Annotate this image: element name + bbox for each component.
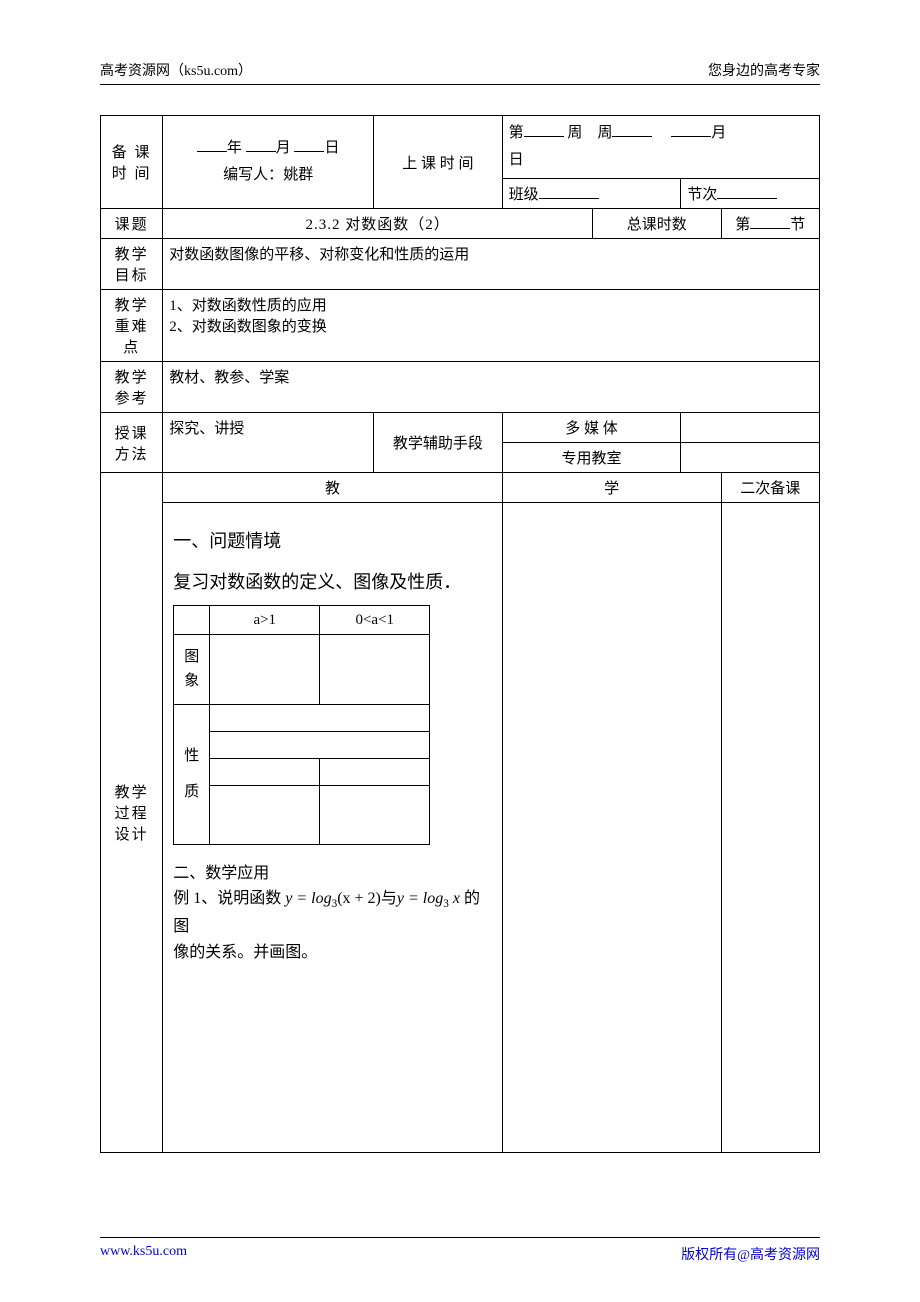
week-label: 周 xyxy=(567,125,582,141)
footer-left: www.ks5u.com xyxy=(100,1244,187,1264)
inner-row2-label: 性 质 xyxy=(174,704,210,844)
period-cell: 节次 xyxy=(681,179,820,209)
month-label-2: 月 xyxy=(711,125,726,141)
footer-right: 版权所有@高考资源网 xyxy=(681,1244,820,1264)
section1-title: 一、问题情境 xyxy=(173,527,491,556)
aux-opt1-blank xyxy=(681,413,820,443)
topic-label: 课题 xyxy=(101,209,163,239)
page-header: 高考资源网（ks5u.com） 您身边的高考专家 xyxy=(100,60,820,85)
year-label: 年 xyxy=(227,140,242,156)
header-right: 您身边的高考专家 xyxy=(708,60,820,80)
log-function-properties-table: a>1 0<a<1 图 象 性 质 xyxy=(173,605,430,845)
inner-col2-header: 0<a<1 xyxy=(320,605,430,634)
inner-prop-1 xyxy=(210,704,430,731)
class-label: 班级 xyxy=(509,187,539,203)
process-label: 教学 过程 设计 xyxy=(101,473,163,1153)
objective-cell: 对数函数图像的平移、对称变化和性质的运用 xyxy=(163,239,820,290)
inner-blank-header xyxy=(174,605,210,634)
month-label-1: 月 xyxy=(276,140,291,156)
ex1-and: 与 xyxy=(381,890,397,907)
prep-time-cell: 年 月 日 编写人：姚群 xyxy=(163,116,374,209)
second-prep-cell xyxy=(721,503,819,1153)
reference-label: 教学 参考 xyxy=(101,362,163,413)
class-time-label: 上 课 时 间 xyxy=(374,116,503,209)
ex1-f2-y: y = log xyxy=(397,890,443,907)
keypoints-cell: 1、对数函数性质的应用 2、对数函数图象的变换 xyxy=(163,290,820,362)
ex1-f1-y: y = log xyxy=(285,890,331,907)
teach-content: 一、问题情境 复习对数函数的定义、图像及性质． a>1 0<a<1 图 象 xyxy=(173,527,491,965)
topic-cell: 2.3.2 对数函数（2） xyxy=(163,209,593,239)
total-periods-label: 总课时数 xyxy=(593,209,722,239)
nth-prefix: 第 xyxy=(735,217,750,233)
aux-label: 教学辅助手段 xyxy=(374,413,503,473)
aux-opt1-label: 多 媒 体 xyxy=(502,413,681,443)
editor-name: 姚群 xyxy=(283,167,313,183)
example1: 例 1、说明函数 y = log3(x + 2)与y = log3 x 的图 像… xyxy=(173,886,491,965)
section1-subtitle: 复习对数函数的定义、图像及性质． xyxy=(173,568,491,597)
ex1-f1-arg: (x + 2) xyxy=(337,890,381,907)
lesson-plan-table: 备 课 时 间 年 月 日 编写人：姚群 上 课 时 间 第 周 周 月 日 班… xyxy=(100,115,820,1153)
prep-time-label: 备 课 时 间 xyxy=(101,116,163,209)
aux-opt2-label: 专用教室 xyxy=(502,443,681,473)
weekday-label: 周 xyxy=(597,125,612,141)
keypoint-1: 1、对数函数性质的应用 xyxy=(169,294,813,315)
nth-period-cell: 第节 xyxy=(721,209,819,239)
keypoints-label: 教学 重难 点 xyxy=(101,290,163,362)
learn-content-cell xyxy=(502,503,721,1153)
period-label: 节次 xyxy=(687,187,717,203)
inner-prop-3b xyxy=(320,758,430,785)
inner-prop-4a xyxy=(210,786,320,845)
aux-opt2-blank xyxy=(681,443,820,473)
teach-col-header: 教 xyxy=(163,473,502,503)
ex1-prefix: 例 1、说明函数 xyxy=(173,890,285,907)
ex1-suffix2: 像的关系。并画图。 xyxy=(173,944,317,961)
method-label: 授课 方法 xyxy=(101,413,163,473)
nth-suffix: 节 xyxy=(790,217,805,233)
class-time-week-cell: 第 周 周 月 日 xyxy=(502,116,819,179)
editor-prefix: 编写人： xyxy=(223,167,283,183)
header-left: 高考资源网（ks5u.com） xyxy=(100,60,252,80)
day-label-1: 日 xyxy=(324,140,339,156)
second-prep-header: 二次备课 xyxy=(721,473,819,503)
method-cell: 探究、讲授 xyxy=(163,413,374,473)
page-footer: www.ks5u.com 版权所有@高考资源网 xyxy=(100,1237,820,1264)
objective-label: 教学 目标 xyxy=(101,239,163,290)
inner-prop-3a xyxy=(210,758,320,785)
keypoint-2: 2、对数函数图象的变换 xyxy=(169,315,813,336)
inner-r1c2 xyxy=(320,634,430,704)
inner-prop-4b xyxy=(320,786,430,845)
week-prefix: 第 xyxy=(509,125,524,141)
class-cell: 班级 xyxy=(502,179,681,209)
day-label-2: 日 xyxy=(509,152,524,168)
reference-cell: 教材、教参、学案 xyxy=(163,362,820,413)
inner-r1c1 xyxy=(210,634,320,704)
inner-prop-2 xyxy=(210,731,430,758)
inner-col1-header: a>1 xyxy=(210,605,320,634)
teach-content-cell: 一、问题情境 复习对数函数的定义、图像及性质． a>1 0<a<1 图 象 xyxy=(163,503,502,1153)
section2-title: 二、数学应用 xyxy=(173,861,491,887)
page: 高考资源网（ks5u.com） 您身边的高考专家 备 课 时 间 年 月 日 编… xyxy=(0,0,920,1302)
ex1-f2-arg: x xyxy=(449,890,460,907)
inner-row1-label: 图 象 xyxy=(174,634,210,704)
learn-col-header: 学 xyxy=(502,473,721,503)
